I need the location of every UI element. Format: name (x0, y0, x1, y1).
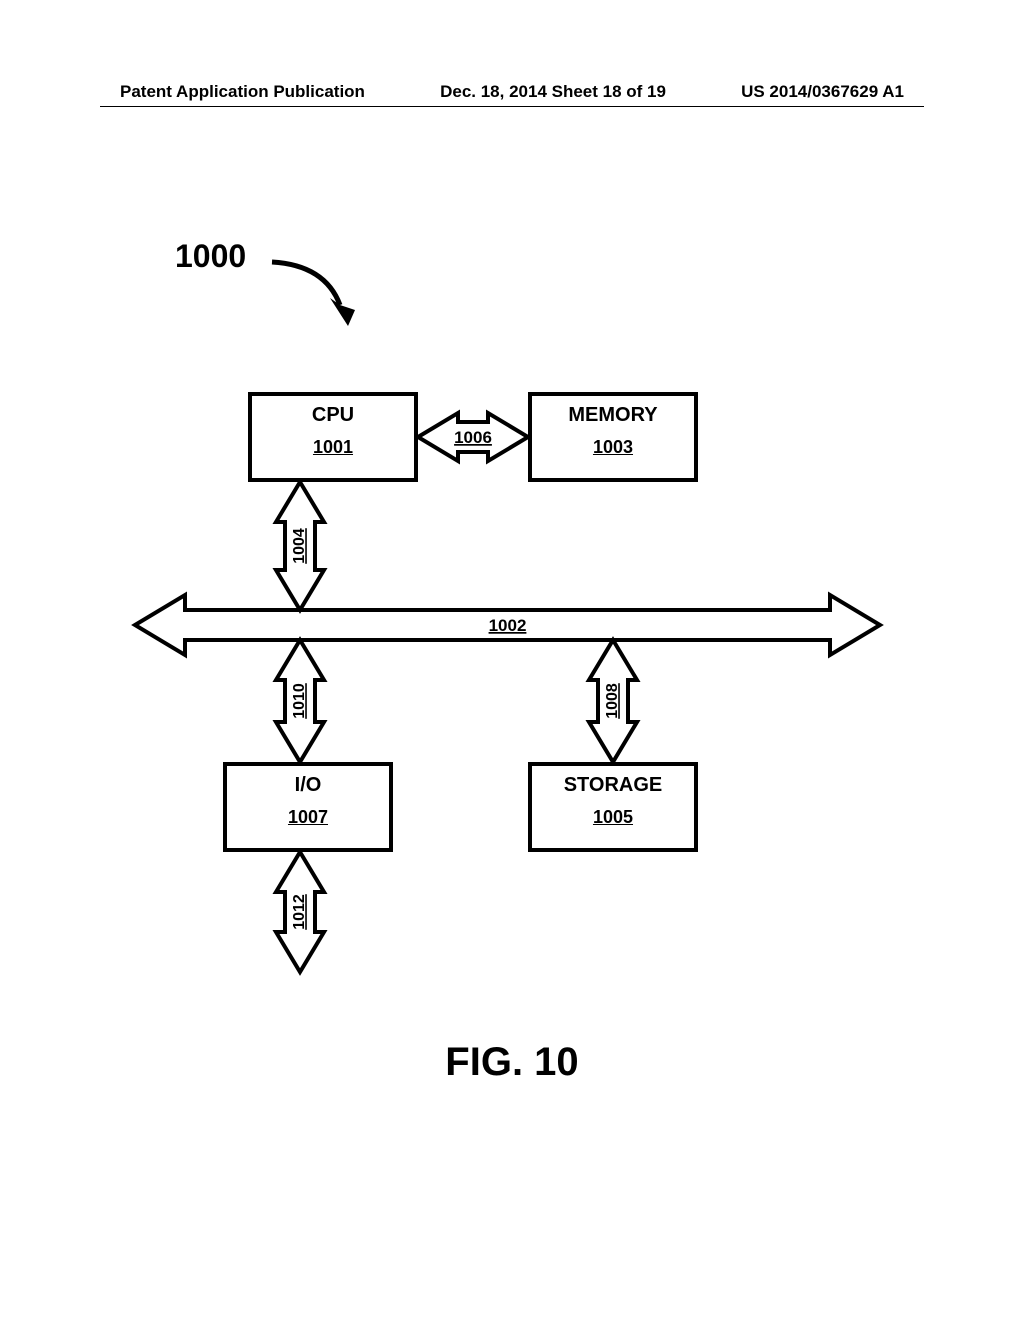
cpu-title: CPU (252, 404, 414, 427)
memory-title: MEMORY (532, 404, 694, 427)
cpu-block: CPU 1001 (248, 392, 418, 482)
io-title: I/O (227, 774, 389, 797)
svg-text:1010: 1010 (291, 683, 308, 719)
block-diagram-figure: 1000 100210061004101010081012 CPU 1001 M… (0, 0, 1024, 1320)
storage-ref: 1005 (532, 807, 694, 828)
arrows-layer: 1002 1006 1004 1010 1008 1012 (0, 0, 1024, 1320)
cpu-ref: 1001 (252, 437, 414, 458)
svg-text:1006: 1006 (454, 428, 492, 447)
svg-text:1012: 1012 (291, 894, 308, 930)
io-block: I/O 1007 (223, 762, 393, 852)
memory-ref: 1003 (532, 437, 694, 458)
svg-text:1004: 1004 (291, 528, 308, 564)
storage-title: STORAGE (532, 774, 694, 797)
svg-text:1008: 1008 (604, 683, 621, 719)
figure-caption: FIG. 10 (0, 1040, 1024, 1085)
storage-block: STORAGE 1005 (528, 762, 698, 852)
svg-text:1002: 1002 (489, 616, 527, 635)
memory-block: MEMORY 1003 (528, 392, 698, 482)
io-ref: 1007 (227, 807, 389, 828)
